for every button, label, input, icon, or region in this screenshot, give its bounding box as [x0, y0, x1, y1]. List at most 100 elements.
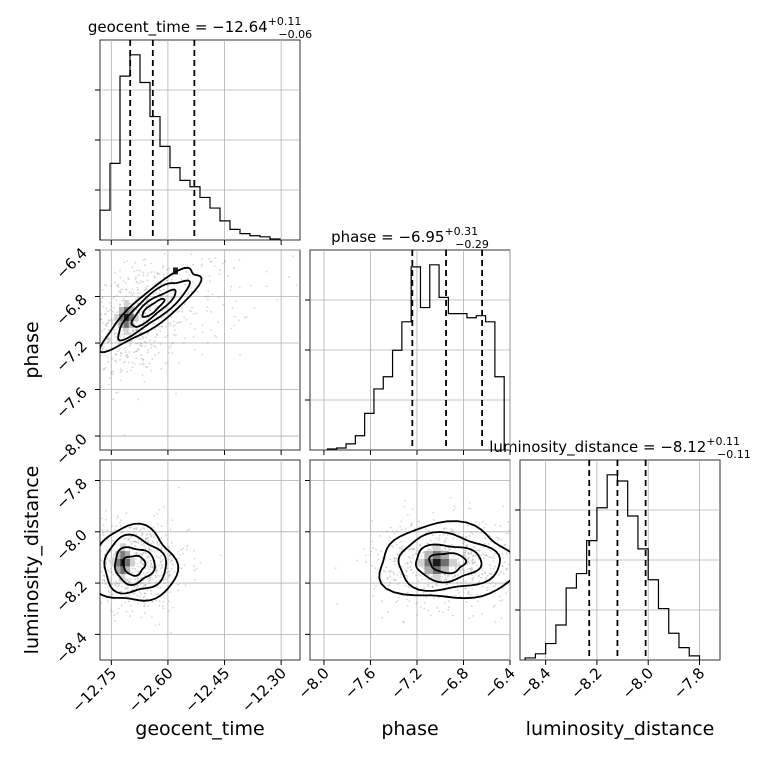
- sample-point: [436, 607, 439, 609]
- sample-point: [126, 586, 129, 589]
- sample-point: [476, 593, 479, 596]
- sample-point: [156, 272, 159, 275]
- sample-point: [79, 564, 81, 566]
- sample-point: [437, 596, 440, 599]
- sample-point: [159, 343, 162, 345]
- sample-point: [110, 285, 112, 287]
- sample-point: [182, 342, 185, 344]
- sample-point: [553, 535, 555, 537]
- sample-point: [149, 548, 152, 551]
- sample-point: [140, 535, 143, 537]
- sample-point: [381, 600, 383, 603]
- sample-point: [131, 366, 134, 369]
- sample-point: [123, 336, 126, 339]
- sample-point: [114, 359, 116, 362]
- sample-point: [140, 582, 143, 584]
- sample-point: [110, 304, 113, 307]
- sample-point: [394, 579, 397, 582]
- sample-point: [375, 548, 377, 551]
- sample-point: [454, 507, 457, 510]
- sample-point: [221, 262, 224, 265]
- xlabel-phase: phase: [381, 718, 438, 740]
- sample-point: [147, 565, 150, 568]
- sample-point: [453, 531, 456, 533]
- sample-point: [446, 533, 449, 536]
- sample-point: [467, 590, 470, 593]
- sample-point: [123, 261, 126, 264]
- sample-point: [511, 595, 513, 597]
- sample-point: [172, 290, 175, 293]
- sample-point: [518, 540, 520, 542]
- sample-point: [153, 514, 156, 517]
- sample-point: [373, 587, 376, 590]
- sample-point: [120, 590, 123, 593]
- sample-point: [145, 538, 147, 541]
- sample-point: [119, 291, 122, 294]
- sample-point: [452, 537, 455, 540]
- sample-point: [152, 271, 155, 273]
- sample-point: [392, 573, 395, 575]
- sample-point: [520, 565, 522, 567]
- sample-point: [340, 289, 342, 291]
- sample-point: [423, 567, 425, 570]
- sample-point: [141, 553, 144, 556]
- density-cell: [432, 558, 441, 567]
- sample-point: [119, 303, 122, 306]
- sample-point: [146, 365, 149, 368]
- sample-point: [400, 520, 403, 523]
- sample-point: [178, 321, 181, 324]
- sample-point: [117, 515, 119, 518]
- sample-point: [371, 519, 374, 522]
- sample-point: [167, 284, 169, 287]
- sample-point: [147, 568, 150, 571]
- sample-point: [143, 363, 145, 366]
- sample-point: [471, 579, 474, 582]
- sample-point: [372, 594, 375, 597]
- sample-point: [176, 311, 179, 313]
- sample-point: [471, 568, 474, 571]
- sample-point: [169, 574, 172, 576]
- panel-phase-vs-geocent-time: [99, 249, 301, 451]
- sample-point: [480, 572, 483, 575]
- y-tick-label: −8.2: [52, 577, 90, 615]
- sample-point: [112, 593, 115, 596]
- sample-point: [410, 523, 413, 526]
- density-cell: [424, 566, 433, 575]
- sample-point: [464, 587, 467, 590]
- sample-point: [141, 303, 143, 306]
- sample-point: [130, 536, 133, 538]
- sample-point: [393, 579, 396, 582]
- sample-point: [463, 569, 466, 572]
- sample-point: [125, 595, 127, 598]
- sample-point: [142, 551, 145, 554]
- sample-point: [462, 541, 465, 544]
- density-cell: [448, 558, 458, 567]
- sample-point: [473, 546, 476, 549]
- sample-point: [148, 580, 150, 583]
- panel-distance-vs-geocent-time: [99, 459, 301, 661]
- sample-point: [424, 528, 427, 531]
- contour-level: [100, 522, 180, 602]
- sample-point: [405, 527, 407, 530]
- sample-point: [133, 363, 136, 366]
- sample-point: [142, 582, 145, 585]
- sample-point: [156, 512, 159, 515]
- sample-point: [174, 334, 177, 337]
- sample-point: [105, 323, 108, 326]
- sample-point: [418, 544, 421, 546]
- sample-point: [147, 546, 150, 549]
- sample-point: [471, 587, 474, 590]
- sample-point: [538, 555, 540, 557]
- sample-point: [448, 549, 451, 551]
- sample-point: [408, 557, 411, 559]
- sample-point: [132, 540, 134, 543]
- sample-point: [371, 540, 374, 543]
- sample-point: [423, 607, 426, 610]
- sample-point: [485, 523, 488, 526]
- sample-point: [137, 565, 140, 568]
- sample-point: [393, 557, 396, 560]
- sample-point: [370, 550, 372, 553]
- sample-point: [128, 548, 131, 551]
- sample-point: [104, 518, 107, 521]
